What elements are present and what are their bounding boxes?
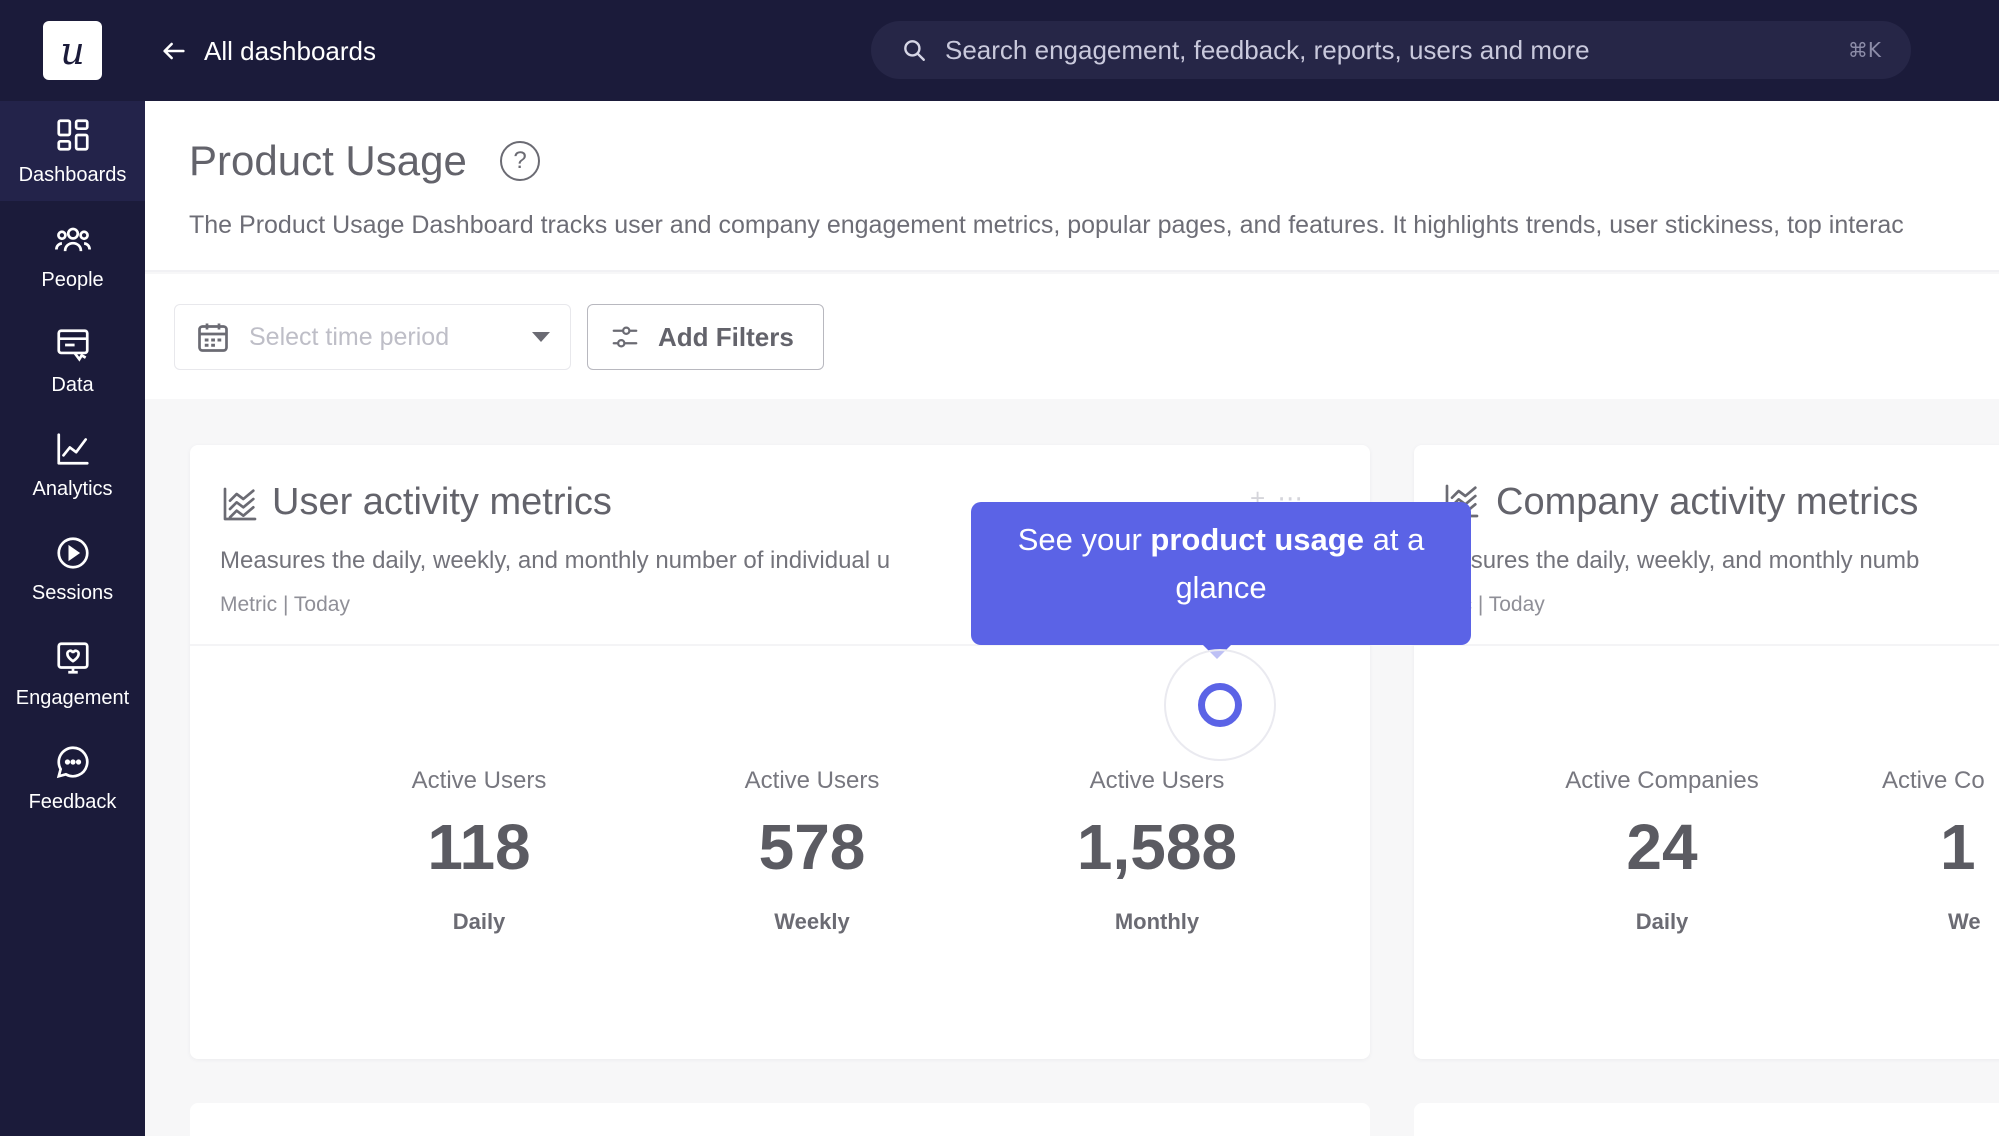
metric-period: Weekly [774,909,850,934]
metric-label: Active Users [411,767,547,794]
play-icon [56,536,89,569]
metric-value: 1 [1940,811,1976,883]
metric-label: Active Companies [1565,767,1759,794]
page-title: Product Usage [189,137,467,184]
sidebar-item-analytics[interactable]: Analytics [0,415,145,515]
calendar-icon [198,323,228,352]
card-title: Company activity metrics [1496,481,1919,523]
filter-sliders-icon [612,326,638,348]
sidebar-item-sessions[interactable]: Sessions [0,519,145,619]
chat-icon [56,745,89,778]
global-search[interactable]: ⌘K [871,21,1911,79]
people-icon [54,227,91,251]
tour-beacon[interactable] [1164,649,1276,761]
metric-value: 24 [1626,811,1698,883]
metric-label: Active Users [1089,767,1225,794]
metric-label: Active Users [744,767,880,794]
search-input[interactable] [945,34,1848,66]
tooltip-text-before: See your [1017,522,1151,557]
metric-weekly-active-companies: Active Co 1 We [1882,767,1999,935]
sidebar-item-people[interactable]: People [0,206,145,306]
time-period-select[interactable]: Select time period [174,304,571,370]
top-bar: u All dashboards ⌘K [0,0,1999,101]
card-description: Measures the daily, weekly, and monthly … [220,547,891,574]
help-icon[interactable]: ? [500,141,540,181]
metric-period: We [1948,909,1981,934]
tooltip-text-after: at a glance [1175,522,1425,605]
page-description: The Product Usage Dashboard tracks user … [189,211,1904,239]
arrow-left-icon [163,42,185,60]
add-filters-button[interactable]: Add Filters [587,304,824,370]
metric-monthly-active-users: Active Users 1,588 Monthly [1007,767,1307,935]
back-to-dashboards-link[interactable]: All dashboards [160,30,376,72]
sidebar-item-dashboards[interactable]: Dashboards [0,101,145,201]
search-icon [904,40,925,61]
next-card [1414,1103,1999,1136]
back-link-label: All dashboards [204,35,376,66]
sidebar-item-feedback[interactable]: Feedback [0,728,145,828]
metric-label: Active Co [1882,767,1985,794]
sidebar-item-label: Data [51,373,94,396]
sidebar-item-label: Dashboards [18,163,127,186]
metric-period: Daily [452,909,506,934]
sidebar-nav: Dashboards People Data Analytics Session… [0,101,145,1136]
card-meta: Metric | Today [220,593,350,616]
sidebar-item-data[interactable]: Data [0,311,145,411]
metric-weekly-active-users: Active Users 578 Weekly [662,767,962,935]
card-title: User activity metrics [272,481,612,523]
sidebar-item-engagement[interactable]: Engagement [0,624,145,724]
chevron-down-icon [532,332,550,342]
time-period-placeholder: Select time period [249,322,450,351]
sidebar-item-label: Analytics [32,477,113,500]
metric-value: 1,588 [1076,811,1238,883]
card-divider [190,644,1370,646]
analytics-icon [56,432,89,465]
metric-value: 118 [427,811,531,883]
metric-daily-active-users: Active Users 118 Daily [329,767,629,935]
search-shortcut-hint: ⌘K [1847,38,1881,62]
metric-period: Daily [1635,909,1689,934]
sidebar-item-label: Engagement [15,686,130,709]
page-header: Product Usage ? The Product Usage Dashbo… [145,101,1999,272]
card-description: easures the daily, weekly, and monthly n… [1444,547,1920,574]
sidebar-item-label: Feedback [28,790,117,813]
metric-daily-active-companies: Active Companies 24 Daily [1512,767,1812,935]
app-logo[interactable]: u [43,21,102,80]
metric-value: 578 [758,811,866,883]
chart-lines-icon [223,487,257,521]
tooltip-text-bold: product usage [1150,522,1364,557]
dashboard-icon [56,118,89,151]
next-card [190,1103,1370,1136]
engagement-icon [56,641,89,674]
company-activity-card: Company activity metrics easures the dai… [1414,445,1999,1059]
add-filters-label: Add Filters [658,321,794,352]
filter-bar: Select time period Add Filters [145,274,1999,399]
product-tour-tooltip: See your product usage at a glance [971,502,1471,659]
beacon-ring-icon [1198,683,1242,727]
sidebar-item-label: Sessions [31,581,114,604]
data-icon [56,328,89,362]
card-divider [1414,644,1999,646]
metric-period: Monthly [1114,909,1200,934]
sidebar-item-label: People [41,268,104,291]
